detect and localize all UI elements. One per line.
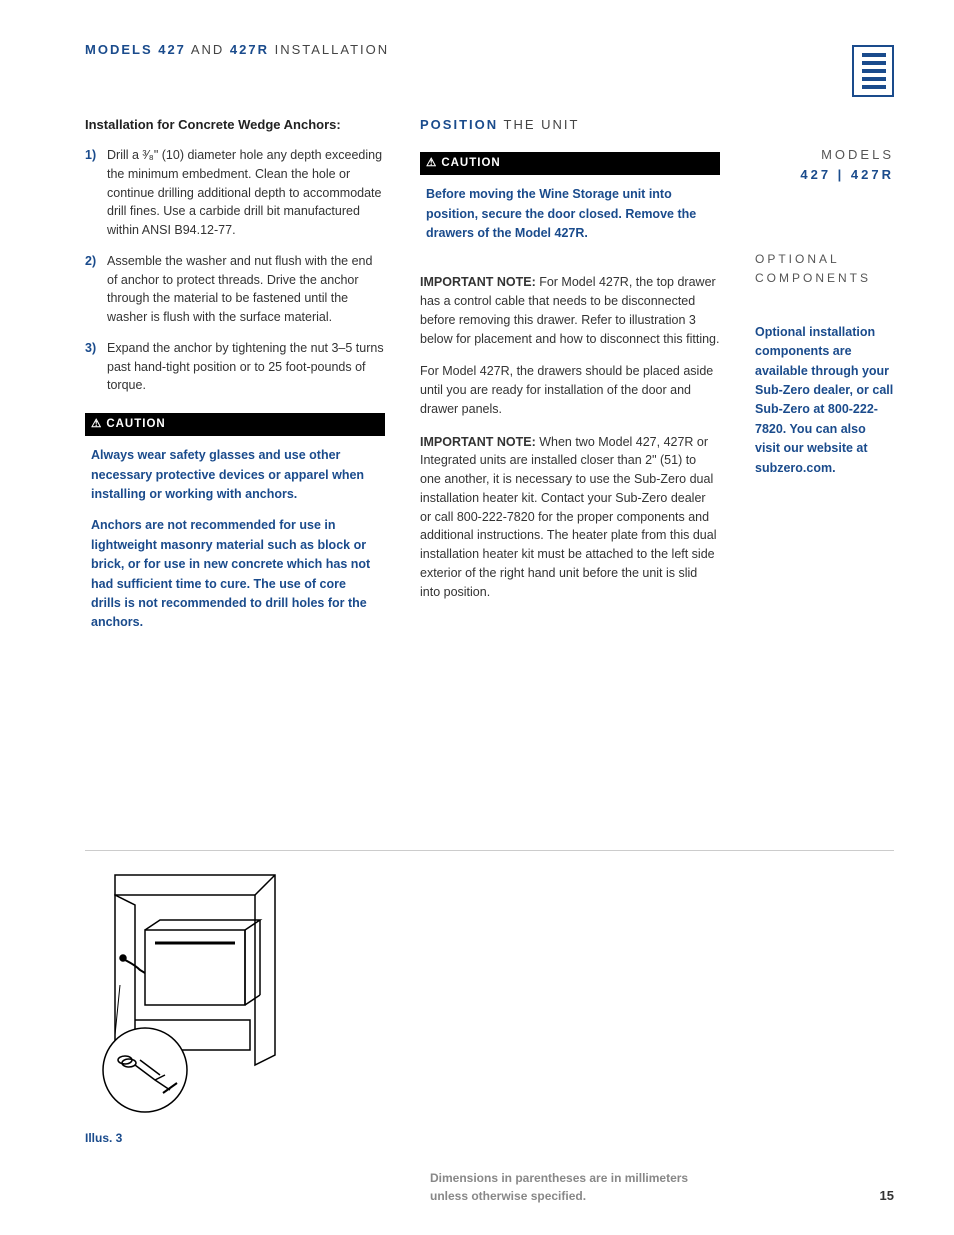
note-p3: IMPORTANT NOTE: When two Model 427, 427R…	[420, 433, 720, 602]
right-column: OPTIONAL COMPONENTS Optional installatio…	[755, 250, 894, 645]
caution-text: CAUTION	[106, 418, 165, 430]
models-label: MODELS	[800, 145, 894, 165]
section-divider	[85, 850, 894, 851]
optional-l1: OPTIONAL	[755, 250, 894, 269]
step-2: Assemble the washer and nut flush with t…	[85, 252, 385, 327]
note-p1: IMPORTANT NOTE: For Model 427R, the top …	[420, 273, 720, 348]
caution-body-mid: Before moving the Wine Storage unit into…	[420, 175, 720, 243]
warning-icon: ⚠	[426, 155, 437, 172]
header-install: INSTALLATION	[269, 42, 389, 57]
middle-column: POSITION THE UNIT ⚠ CAUTION Before moving…	[420, 115, 720, 645]
important-label-2: IMPORTANT NOTE:	[420, 435, 536, 449]
install-steps: Drill a ³⁄₈" (10) diameter hole any dept…	[85, 146, 385, 395]
main-content: Installation for Concrete Wedge Anchors:…	[85, 115, 894, 645]
caution-label-left: ⚠ CAUTION	[85, 413, 385, 436]
caution-body-left: Always wear safety glasses and use other…	[85, 436, 385, 632]
page-header: MODELS 427 AND 427R INSTALLATION	[85, 40, 894, 60]
header-models: MODELS 427	[85, 42, 186, 57]
important-label-1: IMPORTANT NOTE:	[420, 275, 536, 289]
footer-dimensions-note: Dimensions in parentheses are in millime…	[430, 1169, 710, 1205]
page-number: 15	[880, 1186, 894, 1206]
models-sidebar: MODELS 427 | 427R	[800, 145, 894, 184]
models-numbers: 427 | 427R	[800, 165, 894, 185]
caution-label-mid: ⚠ CAUTION	[420, 152, 720, 175]
position-rest: THE UNIT	[498, 117, 579, 132]
caution-mid-p: Before moving the Wine Storage unit into…	[426, 185, 714, 243]
optional-l2: COMPONENTS	[755, 269, 894, 288]
header-427r: 427R	[230, 42, 269, 57]
position-heading: POSITION THE UNIT	[420, 115, 720, 135]
illustration-3: Illus. 3	[85, 865, 285, 1147]
header-and: AND	[186, 42, 230, 57]
step-3: Expand the anchor by tightening the nut …	[85, 339, 385, 395]
position-accent: POSITION	[420, 117, 498, 132]
illustration-label: Illus. 3	[85, 1129, 285, 1147]
warning-icon: ⚠	[91, 416, 102, 433]
caution-p1: Always wear safety glasses and use other…	[91, 446, 379, 504]
caution-p2: Anchors are not recommended for use in l…	[91, 516, 379, 632]
left-column: Installation for Concrete Wedge Anchors:…	[85, 115, 385, 645]
optional-heading: OPTIONAL COMPONENTS	[755, 250, 894, 288]
p3-text: When two Model 427, 427R or Integrated u…	[420, 435, 716, 599]
optional-body: Optional installation components are ava…	[755, 323, 894, 478]
brand-logo-icon	[852, 45, 894, 97]
p2: For Model 427R, the drawers should be pl…	[420, 362, 720, 418]
drawer-diagram-icon	[85, 865, 285, 1115]
anchor-install-heading: Installation for Concrete Wedge Anchors:	[85, 115, 385, 135]
caution-text-mid: CAUTION	[441, 157, 500, 169]
step-1: Drill a ³⁄₈" (10) diameter hole any dept…	[85, 146, 385, 240]
